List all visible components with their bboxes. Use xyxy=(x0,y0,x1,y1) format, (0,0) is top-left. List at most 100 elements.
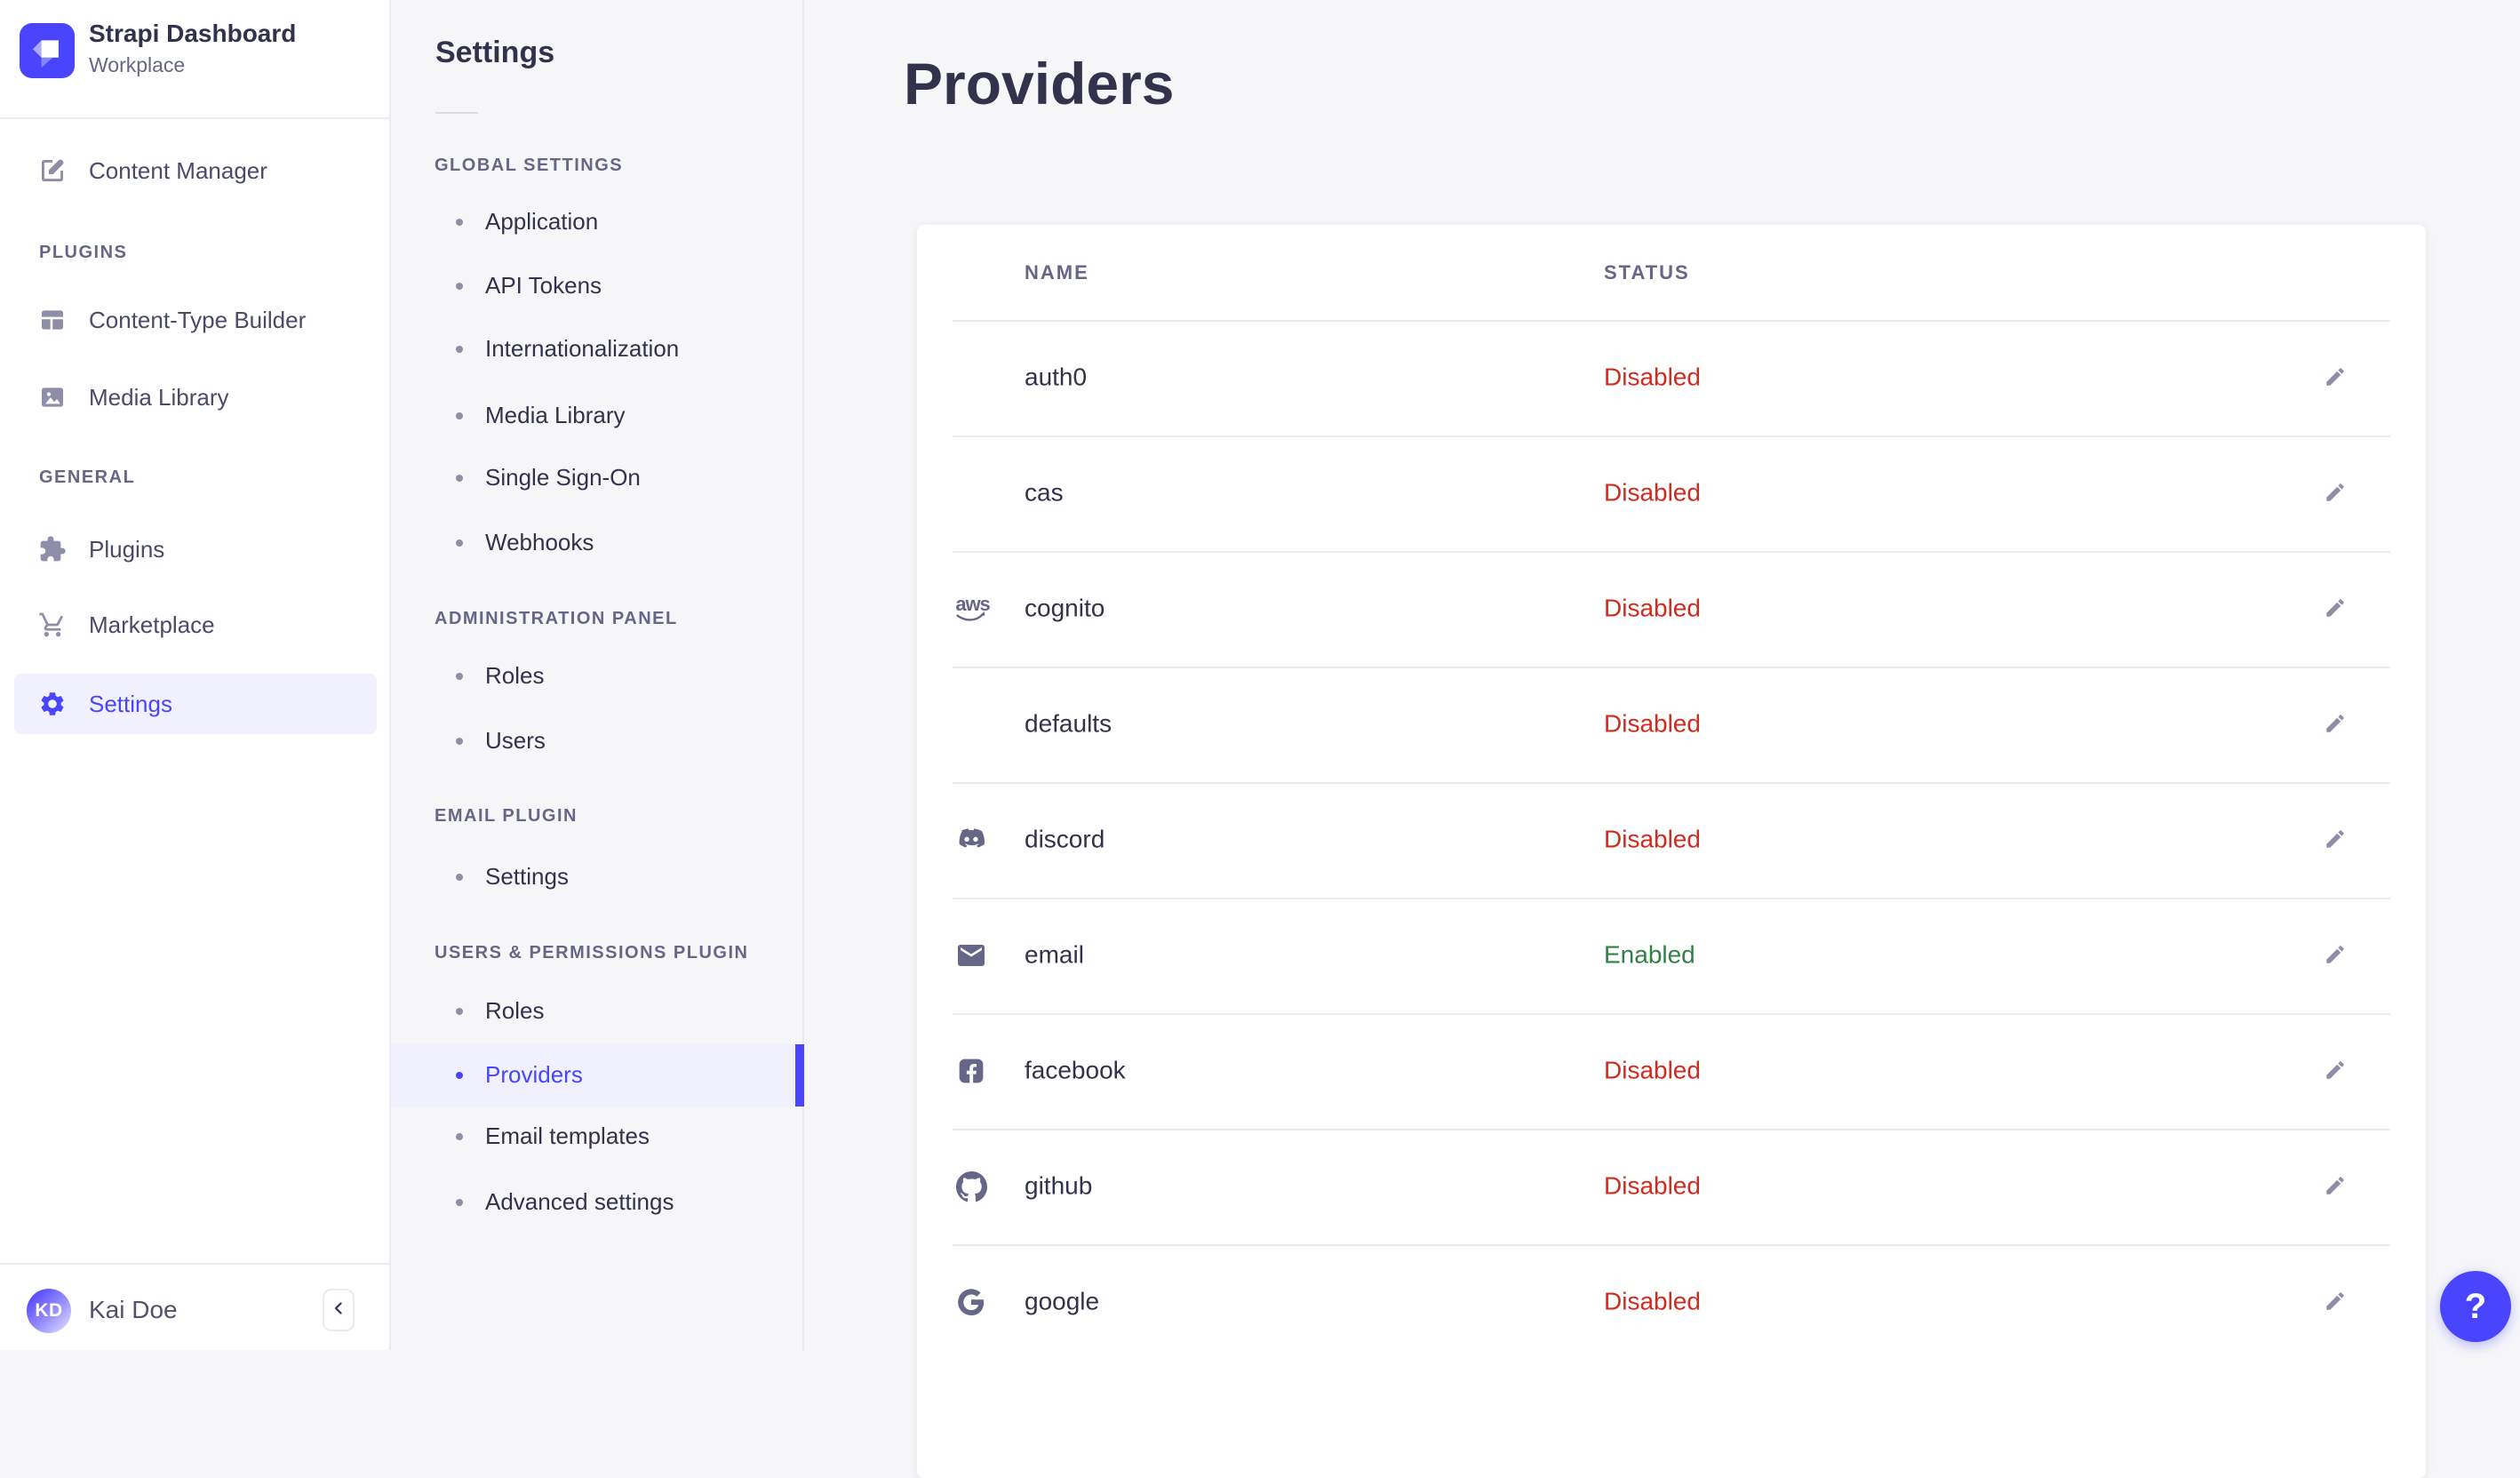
subnav-item-providers[interactable]: Providers xyxy=(391,1044,804,1107)
subnav-item-webhooks[interactable]: Webhooks xyxy=(391,512,802,574)
content-manager-icon xyxy=(37,156,68,186)
edit-provider-button[interactable] xyxy=(2314,587,2357,630)
subnav-item-api-tokens[interactable]: API Tokens xyxy=(391,255,802,317)
sidebar-item-settings[interactable]: Settings xyxy=(14,674,377,734)
table-row[interactable]: google Disabled xyxy=(917,1244,2426,1360)
subnav-section-users-permissions-plugin: USERS & PERMISSIONS PLUGIN xyxy=(435,943,749,963)
subnav-item-advanced-settings[interactable]: Advanced settings xyxy=(391,1171,802,1234)
user-name: Kai Doe xyxy=(89,1296,178,1323)
bullet-icon xyxy=(456,738,463,745)
provider-icon-empty xyxy=(952,358,991,397)
settings-subnav: Settings GLOBAL SETTINGS Application API… xyxy=(391,0,804,1350)
bullet-icon xyxy=(456,1008,463,1015)
edit-provider-button[interactable] xyxy=(2314,1281,2357,1323)
bullet-icon xyxy=(456,219,463,226)
subnav-section-administration-panel: ADMINISTRATION PANEL xyxy=(435,609,678,628)
subnav-item-email-templates[interactable]: Email templates xyxy=(391,1106,802,1168)
cart-icon xyxy=(37,610,68,640)
provider-icon-empty xyxy=(952,705,991,744)
status-badge: Disabled xyxy=(1604,594,1701,622)
table-row[interactable]: aws cognito Disabled xyxy=(917,551,2426,667)
chevron-left-icon xyxy=(331,1301,346,1320)
status-badge: Disabled xyxy=(1604,478,1701,507)
bullet-icon xyxy=(456,673,463,680)
edit-provider-button[interactable] xyxy=(2314,819,2357,861)
collapse-sidebar-button[interactable] xyxy=(323,1289,355,1331)
content-type-builder-icon xyxy=(37,305,68,335)
puzzle-icon xyxy=(37,534,68,564)
brand: Strapi Dashboard Workplace xyxy=(0,0,389,119)
sidebar-item-content-type-builder[interactable]: Content-Type Builder xyxy=(14,290,377,350)
main-sidebar: Strapi Dashboard Workplace Content Manag… xyxy=(0,0,391,1350)
status-badge: Enabled xyxy=(1604,940,1695,969)
facebook-icon xyxy=(952,1051,991,1091)
bullet-icon xyxy=(456,475,463,482)
sidebar-item-label: Plugins xyxy=(89,535,165,563)
edit-provider-button[interactable] xyxy=(2314,1165,2357,1208)
discord-icon xyxy=(952,820,991,859)
status-badge: Disabled xyxy=(1604,1056,1701,1084)
subnav-item-internationalization[interactable]: Internationalization xyxy=(391,318,802,380)
subnav-title-divider xyxy=(435,112,478,114)
subnav-item-application[interactable]: Application xyxy=(391,191,802,253)
sidebar-item-label: Content Manager xyxy=(89,156,267,184)
sidebar-item-marketplace[interactable]: Marketplace xyxy=(14,595,377,655)
table-row[interactable]: email Enabled xyxy=(917,898,2426,1013)
provider-icon-empty xyxy=(952,474,991,513)
column-header-name: NAME xyxy=(1025,261,1089,284)
sidebar-section-general: GENERAL xyxy=(39,467,136,487)
edit-provider-button[interactable] xyxy=(2314,472,2357,515)
table-header-row: NAME STATUS xyxy=(917,225,2426,320)
sidebar-item-media-library[interactable]: Media Library xyxy=(14,367,377,427)
status-badge: Disabled xyxy=(1604,363,1701,391)
help-button[interactable]: ? xyxy=(2440,1271,2511,1342)
pencil-icon xyxy=(2324,1059,2347,1084)
subnav-section-email-plugin: EMAIL PLUGIN xyxy=(435,806,578,826)
table-row[interactable]: github Disabled xyxy=(917,1129,2426,1244)
table-row[interactable]: auth0 Disabled xyxy=(917,320,2426,435)
pencil-icon xyxy=(2324,943,2347,969)
question-mark-icon: ? xyxy=(2464,1286,2487,1326)
edit-provider-button[interactable] xyxy=(2314,356,2357,399)
bullet-icon xyxy=(456,874,463,881)
table-row[interactable]: cas Disabled xyxy=(917,435,2426,551)
subnav-item-admin-users[interactable]: Users xyxy=(391,710,802,772)
app-title: Strapi Dashboard xyxy=(89,20,297,47)
subnav-item-single-sign-on[interactable]: Single Sign-On xyxy=(391,447,802,509)
workspace-name: Workplace xyxy=(89,53,186,76)
subnav-item-up-roles[interactable]: Roles xyxy=(391,980,802,1043)
bullet-icon xyxy=(456,539,463,547)
sidebar-item-label: Content-Type Builder xyxy=(89,306,307,333)
sidebar-item-label: Marketplace xyxy=(89,611,215,638)
sidebar-item-label: Settings xyxy=(89,690,172,717)
subnav-item-email-settings[interactable]: Settings xyxy=(391,846,802,908)
subnav-item-admin-roles[interactable]: Roles xyxy=(391,645,802,707)
sidebar-section-plugins: PLUGINS xyxy=(39,243,128,262)
subnav-item-media-library[interactable]: Media Library xyxy=(391,385,802,447)
aws-icon: aws xyxy=(952,589,991,628)
edit-provider-button[interactable] xyxy=(2314,703,2357,746)
bullet-icon xyxy=(456,1199,463,1206)
sidebar-item-plugins[interactable]: Plugins xyxy=(14,519,377,579)
sidebar-item-label: Media Library xyxy=(89,383,229,411)
edit-provider-button[interactable] xyxy=(2314,1050,2357,1092)
pencil-icon xyxy=(2324,1290,2347,1315)
status-badge: Disabled xyxy=(1604,1171,1701,1200)
status-badge: Disabled xyxy=(1604,1287,1701,1315)
pencil-icon xyxy=(2324,827,2347,853)
edit-provider-button[interactable] xyxy=(2314,934,2357,977)
table-row[interactable]: defaults Disabled xyxy=(917,667,2426,782)
pencil-icon xyxy=(2324,1174,2347,1200)
github-icon xyxy=(952,1167,991,1206)
bullet-icon xyxy=(456,1133,463,1140)
strapi-logo-icon xyxy=(20,23,75,78)
column-header-status: STATUS xyxy=(1604,261,1690,284)
table-row[interactable]: discord Disabled xyxy=(917,782,2426,898)
subnav-title: Settings xyxy=(435,36,555,69)
google-icon xyxy=(952,1282,991,1322)
sidebar-item-content-manager[interactable]: Content Manager xyxy=(14,140,377,201)
sidebar-footer: KD Kai Doe xyxy=(0,1263,389,1350)
table-row[interactable]: facebook Disabled xyxy=(917,1013,2426,1129)
bullet-icon xyxy=(456,412,463,419)
email-icon xyxy=(952,936,991,975)
